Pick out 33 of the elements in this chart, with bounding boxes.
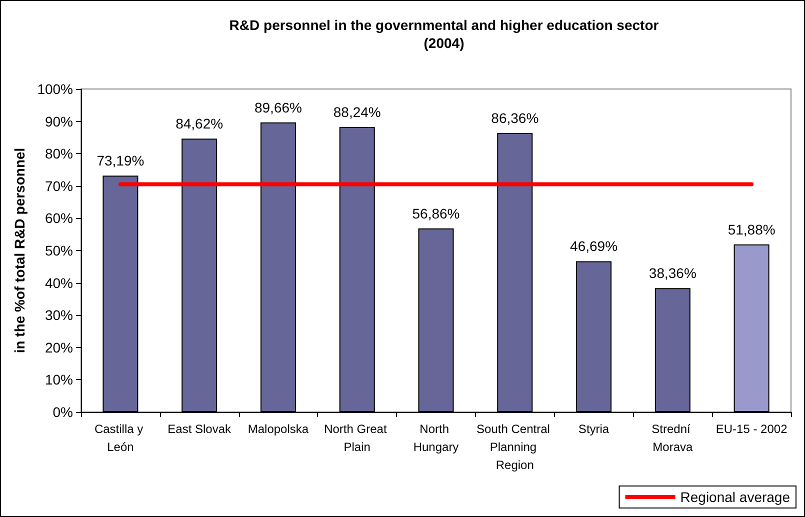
y-tick-label: 60% — [44, 210, 73, 226]
data-label: 86,36% — [491, 110, 539, 126]
x-tick-label: North Hungary — [413, 422, 459, 454]
y-tick-label: 70% — [44, 178, 73, 194]
chart-title: R&D personnel in the governmental and higher education sector — [229, 17, 660, 33]
legend-label: Regional average — [680, 489, 790, 505]
data-label: 89,66% — [254, 99, 302, 116]
chart-subtitle: (2004) — [424, 35, 464, 51]
data-label: 56,86% — [412, 205, 460, 222]
x-tick-label: North Great Plain — [324, 422, 390, 454]
y-tick-label: 30% — [44, 307, 73, 324]
data-label: 46,69% — [570, 238, 618, 254]
x-tick-label: East Slovak — [168, 422, 232, 436]
data-label: 38,36% — [648, 265, 696, 282]
data-label: 73,19% — [96, 152, 144, 169]
y-tick-label: 90% — [44, 113, 73, 130]
y-tick-label: 100% — [37, 81, 73, 97]
x-tick-label: South Central Planning Region — [476, 422, 554, 472]
data-label: 84,62% — [176, 116, 224, 132]
x-tick-label: Strední Morava — [652, 422, 694, 454]
y-tick-label: 50% — [44, 242, 73, 258]
y-tick-label: 80% — [44, 146, 73, 162]
data-label: 88,24% — [333, 104, 381, 120]
y-tick-label: 0% — [52, 404, 73, 420]
x-tick-label: EU-15 - 2002 — [716, 422, 788, 436]
x-tick-label: Malopolska — [248, 422, 309, 436]
x-tick-label: Castilla y León — [94, 422, 146, 454]
x-tick-label: Styria — [578, 422, 610, 436]
data-label: 51,88% — [728, 221, 776, 238]
y-axis-title: in the %of total R&D personnel — [11, 148, 28, 354]
y-tick-label: 10% — [44, 372, 73, 388]
y-tick-label: 40% — [44, 274, 73, 291]
y-tick-label: 20% — [44, 339, 73, 356]
